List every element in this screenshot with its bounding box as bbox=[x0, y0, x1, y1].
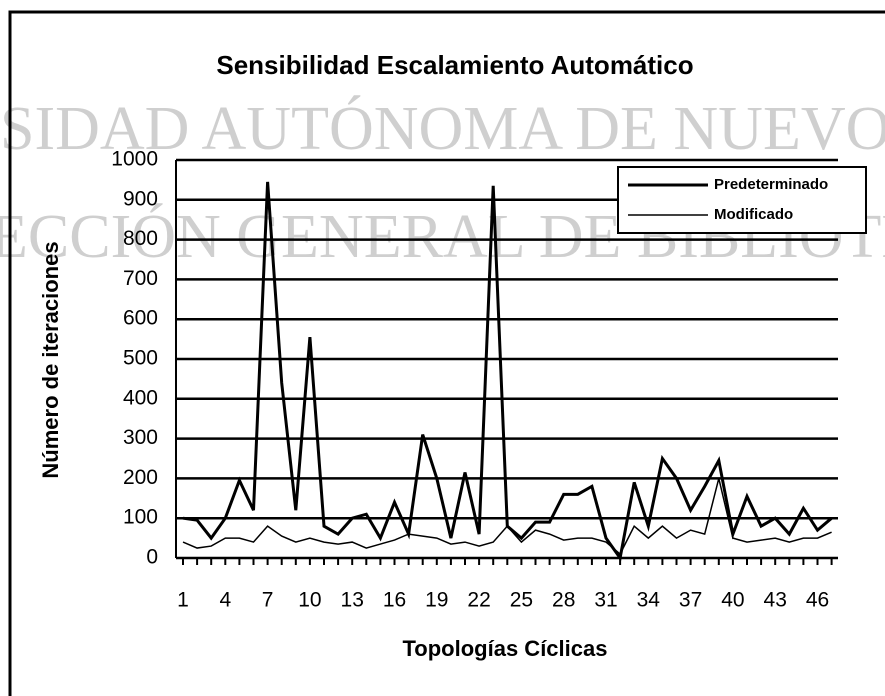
chart-title: Sensibilidad Escalamiento Automático bbox=[216, 50, 693, 80]
series-line bbox=[182, 478, 832, 556]
x-tick-label: 34 bbox=[637, 589, 661, 612]
x-axis-title: Topologías Cíclicas bbox=[403, 636, 608, 661]
legend-label: Modificado bbox=[714, 206, 793, 223]
legend-label: Predeterminado bbox=[714, 176, 828, 193]
y-axis-title: Número de iteraciones bbox=[38, 241, 63, 478]
y-tick-label: 500 bbox=[123, 347, 158, 370]
x-tick-label: 13 bbox=[341, 589, 364, 612]
y-tick-label: 700 bbox=[123, 267, 158, 290]
x-tick-label: 16 bbox=[383, 589, 406, 612]
y-tick-label: 800 bbox=[123, 227, 158, 250]
x-tick-label: 40 bbox=[721, 589, 744, 612]
x-tick-label: 19 bbox=[425, 589, 448, 612]
watermark: SIDAD AUTÓNOMA DE NUEVO L bbox=[0, 95, 885, 163]
x-tick-label: 46 bbox=[806, 589, 829, 612]
y-tick-label: 300 bbox=[123, 426, 158, 449]
y-tick-label: 100 bbox=[123, 506, 158, 529]
x-tick-label: 1 bbox=[177, 589, 189, 612]
x-tick-label: 28 bbox=[552, 589, 575, 612]
y-tick-label: 900 bbox=[123, 187, 158, 210]
legend-box bbox=[617, 166, 867, 234]
x-tick-label: 25 bbox=[510, 589, 533, 612]
x-tick-label: 10 bbox=[298, 589, 321, 612]
y-tick-label: 200 bbox=[123, 466, 158, 489]
y-tick-label: 0 bbox=[146, 546, 158, 569]
x-tick-label: 7 bbox=[262, 589, 274, 612]
y-tick-label: 600 bbox=[123, 307, 158, 330]
x-tick-label: 22 bbox=[467, 589, 490, 612]
x-tick-label: 31 bbox=[594, 589, 617, 612]
x-tick-label: 37 bbox=[679, 589, 702, 612]
y-tick-label: 400 bbox=[123, 386, 158, 409]
y-tick-label: 1000 bbox=[111, 148, 158, 171]
chart-frame bbox=[8, 10, 885, 696]
x-tick-label: 4 bbox=[219, 589, 231, 612]
x-tick-label: 43 bbox=[764, 589, 787, 612]
